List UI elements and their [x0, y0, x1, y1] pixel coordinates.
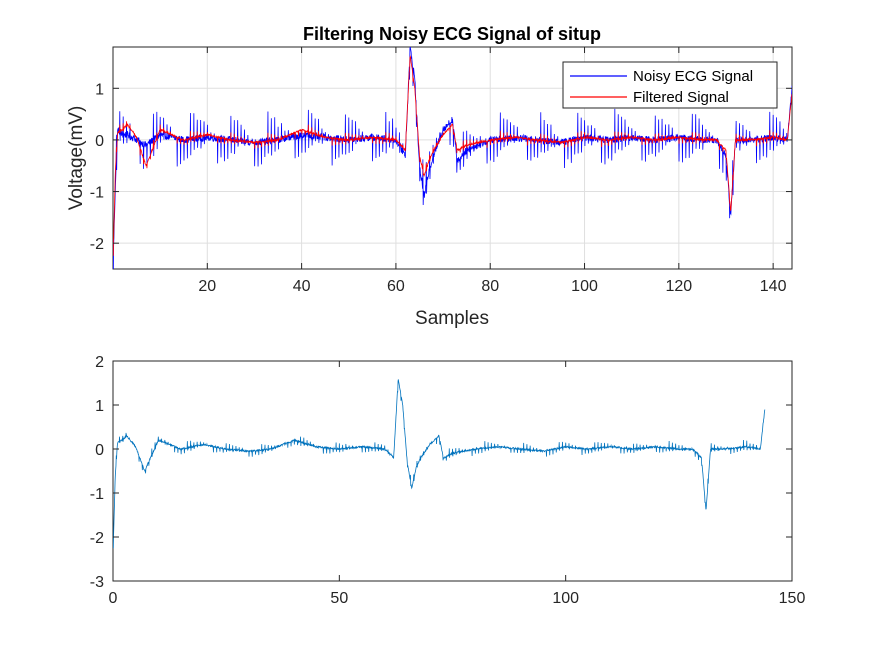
- x-tick-label: 140: [760, 278, 787, 295]
- x-tick-label: 100: [571, 278, 598, 295]
- y-tick-label: 0: [95, 133, 104, 150]
- top-axes-box: [112, 46, 793, 270]
- y-tick-label: -3: [90, 574, 104, 591]
- y-tick-label: -1: [90, 486, 104, 503]
- x-tick-label: 120: [665, 278, 692, 295]
- y-tick-label: 2: [95, 354, 104, 371]
- y-tick-label: -1: [90, 185, 104, 202]
- legend-label-filtered: Filtered Signal: [633, 89, 729, 106]
- bottom-axes-box: [112, 360, 793, 582]
- y-tick-label: -2: [90, 530, 104, 547]
- x-tick-label: 80: [481, 278, 499, 295]
- series-line-0-1: [113, 55, 792, 256]
- legend-label-noisy: Noisy ECG Signal: [633, 68, 753, 85]
- top-series-lines: [113, 47, 792, 269]
- top-tick-labels: 20 40 60 80 100 120 140 1 0 -1 -2: [90, 47, 792, 295]
- x-tick-label: 0: [109, 590, 118, 607]
- y-tick-label: 1: [95, 398, 104, 415]
- chart-title: Filtering Noisy ECG Signal of situp: [303, 24, 601, 44]
- x-tick-label: 100: [552, 590, 579, 607]
- bottom-tick-labels: 0 50 100 150 2 1 0 -1 -2 -3: [90, 354, 806, 607]
- y-tick-label: 1: [95, 81, 104, 98]
- legend-box: [562, 61, 778, 109]
- legend: Noisy ECG Signal Filtered Signal: [562, 61, 778, 109]
- top-axes: 20 40 60 80 100 120 140 1 0 -1 -2 Filtering Noisy …: [66, 24, 793, 329]
- series-line-1-0: [113, 379, 766, 549]
- x-tick-label: 20: [198, 278, 216, 295]
- y-tick-label: 0: [95, 442, 104, 459]
- bottom-series-lines: [113, 379, 766, 549]
- bottom-axes: 0 50 100 150 2 1 0 -1 -2 -3: [90, 354, 806, 607]
- x-tick-label: 60: [387, 278, 405, 295]
- x-tick-label: 40: [293, 278, 311, 295]
- x-tick-label: 150: [779, 590, 806, 607]
- y-tick-label: -2: [90, 236, 104, 253]
- x-tick-label: 50: [330, 590, 348, 607]
- y-axis-title: Voltage(mV): [66, 106, 87, 211]
- x-axis-title: Samples: [415, 308, 489, 329]
